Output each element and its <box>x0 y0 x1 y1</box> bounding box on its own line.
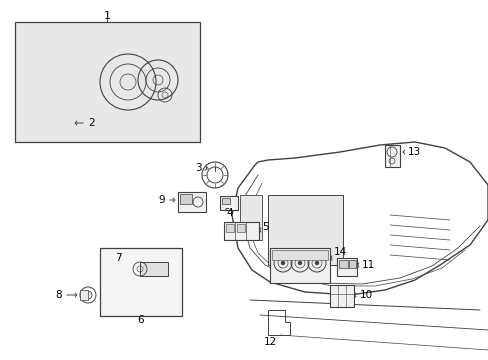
Bar <box>338 260 347 268</box>
Bar <box>267 195 342 265</box>
Bar <box>80 290 88 300</box>
Bar <box>178 192 205 212</box>
Text: 11: 11 <box>361 260 374 270</box>
Text: 2: 2 <box>88 118 95 128</box>
Bar <box>222 198 229 204</box>
Text: 1: 1 <box>103 11 110 21</box>
Text: 4: 4 <box>226 208 233 218</box>
Bar <box>336 258 356 276</box>
Text: 3: 3 <box>195 163 202 173</box>
Bar <box>220 196 238 210</box>
Bar <box>271 250 327 260</box>
Bar <box>240 195 262 240</box>
Circle shape <box>314 261 318 265</box>
Text: 6: 6 <box>138 315 144 325</box>
Bar <box>180 194 192 204</box>
Bar <box>269 248 329 283</box>
Text: 13: 13 <box>407 147 420 157</box>
Text: 14: 14 <box>333 247 346 257</box>
Bar <box>225 224 234 232</box>
Bar <box>140 262 168 276</box>
Bar <box>224 222 259 240</box>
Bar <box>100 248 182 316</box>
Bar <box>384 145 399 167</box>
Text: 10: 10 <box>359 290 372 300</box>
Bar <box>15 22 200 142</box>
Circle shape <box>281 261 285 265</box>
Bar <box>329 285 353 307</box>
Circle shape <box>297 261 302 265</box>
Bar <box>348 260 355 268</box>
Text: 8: 8 <box>55 290 62 300</box>
Text: 12: 12 <box>263 337 276 347</box>
Text: 5: 5 <box>262 222 268 232</box>
Text: 9: 9 <box>158 195 164 205</box>
Bar <box>237 224 244 232</box>
Text: 7: 7 <box>115 253 121 263</box>
